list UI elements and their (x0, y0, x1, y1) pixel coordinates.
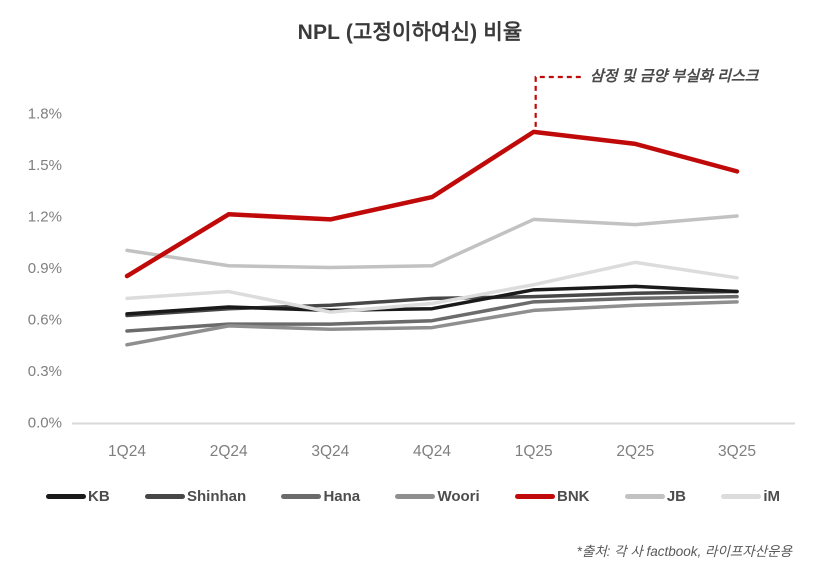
legend-swatch-iM (721, 493, 762, 499)
y-tick-label: 1.2% (28, 208, 62, 225)
x-tick-label: 3Q24 (311, 443, 349, 460)
series-line-BNK (124, 129, 740, 279)
legend-swatch-KB (46, 493, 86, 499)
legend-item-Hana: Hana (281, 488, 360, 505)
legend-swatch-Woori (395, 493, 436, 499)
legend-item-KB: KB (46, 488, 110, 505)
chart-title: NPL (고정이하여신) 비율 (297, 21, 523, 44)
legend-item-JB: JB (624, 487, 686, 505)
series-line-JB (125, 214, 739, 270)
legend-label-BNK: BNK (557, 487, 590, 505)
y-tick-label: 0.9% (28, 260, 62, 277)
series-line-iM (125, 260, 739, 314)
annotation-connector (534, 75, 584, 127)
x-tick-label: 3Q25 (718, 443, 756, 460)
series-line-Woori (125, 300, 739, 347)
legend-item-BNK: BNK (515, 488, 590, 505)
legend-swatch-Hana (281, 493, 322, 499)
legend-item-iM: iM (721, 488, 780, 505)
legend-label-iM: iM (763, 487, 780, 505)
x-tick-label: 4Q24 (413, 443, 451, 460)
legend-label-Woori: Woori (437, 487, 480, 505)
x-tick-label: 2Q25 (616, 443, 654, 460)
y-tick-label: 0.3% (28, 363, 62, 380)
y-tick-label: 1.8% (28, 105, 62, 122)
legend-swatch-BNK (515, 493, 555, 499)
y-tick-label: 0.0% (28, 415, 62, 432)
x-tick-label: 1Q24 (108, 443, 146, 460)
annotation-label: 삼정 및 금양 부실화 리스크 (590, 68, 759, 85)
legend: KB Shinhan Hana Woori BNK JB iM (46, 483, 780, 509)
legend-item-Woori: Woori (395, 487, 480, 505)
legend-swatch-JB (624, 493, 665, 499)
y-tick-label: 0.6% (28, 311, 62, 328)
x-tick-label: 2Q24 (210, 443, 248, 460)
x-tick-label: 1Q25 (515, 443, 553, 460)
legend-label-Shinhan: Shinhan (186, 487, 247, 505)
y-tick-label: 1.5% (28, 157, 62, 174)
legend-item-Shinhan: Shinhan (144, 487, 247, 505)
legend-label-KB: KB (88, 487, 110, 505)
legend-label-JB: JB (666, 487, 686, 505)
series-line-KB (125, 284, 739, 316)
source-note: *출처: 각 사 factbook, 라이프자산운용 (576, 544, 792, 559)
legend-label-Hana: Hana (323, 487, 361, 505)
legend-swatch-Shinhan (144, 493, 185, 499)
